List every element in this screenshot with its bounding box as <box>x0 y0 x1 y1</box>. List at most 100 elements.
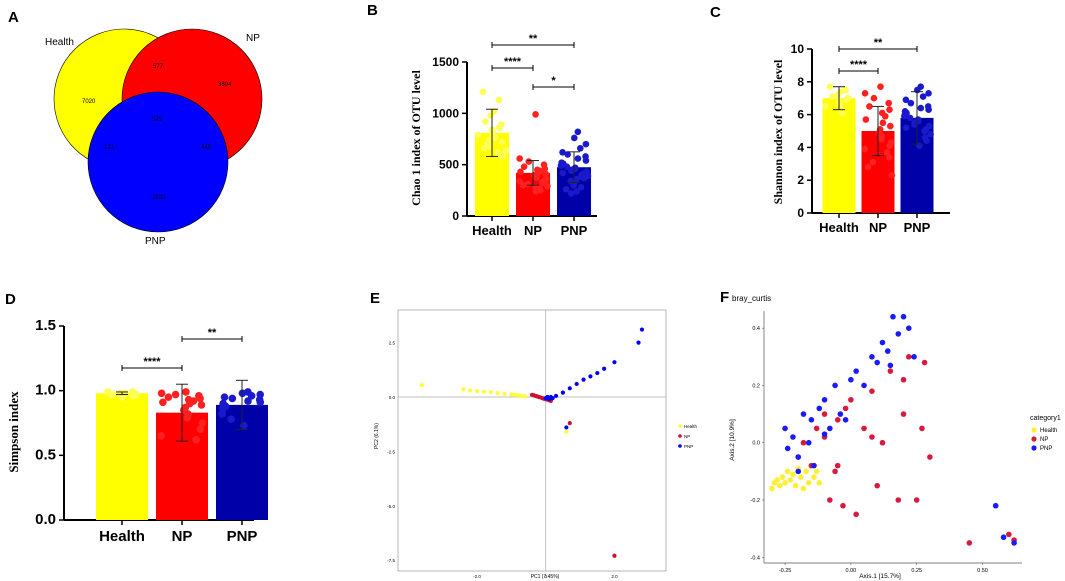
chart-d-point <box>228 394 237 403</box>
chart-c-point <box>902 96 910 104</box>
chart-b-xtick-label: NP <box>524 223 542 238</box>
chart-e-point-health <box>564 429 569 434</box>
chart-e-point-pnp <box>550 395 555 401</box>
chart-f-point-pnp <box>887 362 894 369</box>
venn-region-health-only: 7020 <box>82 99 96 105</box>
chart-b-point <box>577 183 585 191</box>
chart-e-point-pnp <box>636 340 641 345</box>
chart-f-point-np <box>842 405 849 412</box>
chart-f-point-health <box>798 474 804 480</box>
chart-c-ytick-label: 6 <box>797 108 804 122</box>
chart-f-ytick-label: -0.2 <box>751 498 760 504</box>
chart-b-point <box>498 153 506 160</box>
panel-a: A Health NP PNP 7020 3804 2933 577 121 4… <box>8 9 263 247</box>
chart-e-point-health <box>512 392 517 397</box>
chart-b-point <box>573 188 580 195</box>
chart-e-legend-marker <box>678 424 682 428</box>
chart-b-sig-label: * <box>551 75 556 87</box>
chart-c-sig-label: **** <box>850 59 868 71</box>
chart-b-point <box>570 181 577 189</box>
chart-d-point <box>240 421 248 430</box>
chart-f-point-np <box>834 462 841 469</box>
chart-e-legend-label: Health <box>684 424 698 429</box>
chart-d-point <box>108 390 116 399</box>
chart-c-ytick-label: 10 <box>791 42 805 56</box>
chart-f-ylabel: Axis.2 [10.9%] <box>729 419 736 461</box>
chart-f-point-health <box>805 480 812 486</box>
chart-b-point <box>582 140 590 148</box>
chart-f-point-pnp <box>837 411 844 417</box>
chart-f-point-pnp <box>782 425 788 432</box>
chart-f-ytick-label: 0.2 <box>752 383 760 389</box>
chart-f-point-pnp <box>992 502 999 509</box>
chart-b-point <box>582 157 590 164</box>
chart-f-point-np <box>840 502 846 509</box>
chart-f-point-pnp <box>800 411 807 417</box>
chart-b-point <box>564 151 571 158</box>
chart-b-ytick-label: 1500 <box>432 55 459 69</box>
chart-b-point <box>498 138 506 146</box>
chart-e-point-np <box>612 553 617 558</box>
chart-f-point-pnp <box>848 376 854 383</box>
chart-e-ytick-label: -7.5 <box>387 558 395 563</box>
chart-c-point <box>925 89 932 97</box>
chart-e-point-pnp <box>553 393 559 399</box>
chart-c-point <box>829 93 836 100</box>
chart-f-point-np <box>919 425 925 432</box>
chart-c-point <box>883 149 891 156</box>
chart-f-xtick-label: -0.25 <box>779 568 792 574</box>
chart-c-point <box>878 135 885 143</box>
chart-f-point-pnp <box>832 382 838 389</box>
chart-c-point <box>921 127 928 135</box>
chart-b-ytick-label: 0 <box>452 209 459 223</box>
chart-d-point <box>157 389 166 398</box>
venn-pnp-circle <box>87 91 229 233</box>
chart-c-xtick-label: NP <box>869 220 887 235</box>
chart-f-xlabel: Axis.1 [15.7%] <box>859 573 901 580</box>
chart-f-point-pnp <box>1011 540 1017 546</box>
chart-e-point-pnp <box>564 425 569 430</box>
chart-f-point-pnp <box>1000 534 1007 541</box>
chart-f-point-np <box>900 411 907 417</box>
chart-b-point <box>568 167 575 175</box>
chart-f-point-np <box>869 434 875 440</box>
chart-f-point-np <box>832 468 838 475</box>
chart-f-point-health <box>787 477 794 483</box>
chart-c-point <box>901 112 908 120</box>
chart-b-sig-label: **** <box>504 56 522 68</box>
chart-d-point <box>220 393 229 401</box>
chart-c-point <box>886 142 893 150</box>
chart-b-point <box>557 162 565 169</box>
chart-f-point-health <box>816 480 823 486</box>
chart-e-point-pnp <box>588 374 593 379</box>
chart-d-point <box>157 432 166 440</box>
chart-f-point-pnp <box>861 382 867 389</box>
chart-b-point <box>487 112 494 119</box>
chart-b-point <box>525 158 533 165</box>
chart-c-point <box>864 163 872 171</box>
chart-f-ytick-label: 0.4 <box>752 326 760 332</box>
chart-f-point-np <box>905 354 912 360</box>
chart-c-point <box>842 96 850 104</box>
chart-b-point <box>482 118 489 125</box>
chart-c-point <box>826 83 834 91</box>
panel-c: C Shannon index of OTU level 0 2 4 6 8 10 Heal… <box>710 4 950 235</box>
chart-d-point <box>256 398 265 407</box>
chart-f-point-np <box>921 359 928 366</box>
chart-f-point-np <box>913 497 920 503</box>
chart-f-point-pnp <box>790 434 796 440</box>
chart-c-ytick-label: 4 <box>797 140 804 154</box>
chart-f-point-pnp <box>795 468 802 475</box>
chart-f-xtick-label: 0.50 <box>977 568 988 574</box>
chart-b-point <box>479 88 487 96</box>
chart-f-point-health <box>784 468 791 475</box>
chart-d-point <box>196 425 205 434</box>
chart-b-point <box>532 188 539 195</box>
chart-f-point-pnp <box>905 325 912 331</box>
chart-f-point-pnp <box>879 339 886 346</box>
panel-label-a: A <box>8 9 19 26</box>
venn-region-np-only: 3804 <box>218 82 232 88</box>
chart-f-point-np <box>827 497 833 503</box>
chart-d-xtick-label: NP <box>172 528 193 545</box>
